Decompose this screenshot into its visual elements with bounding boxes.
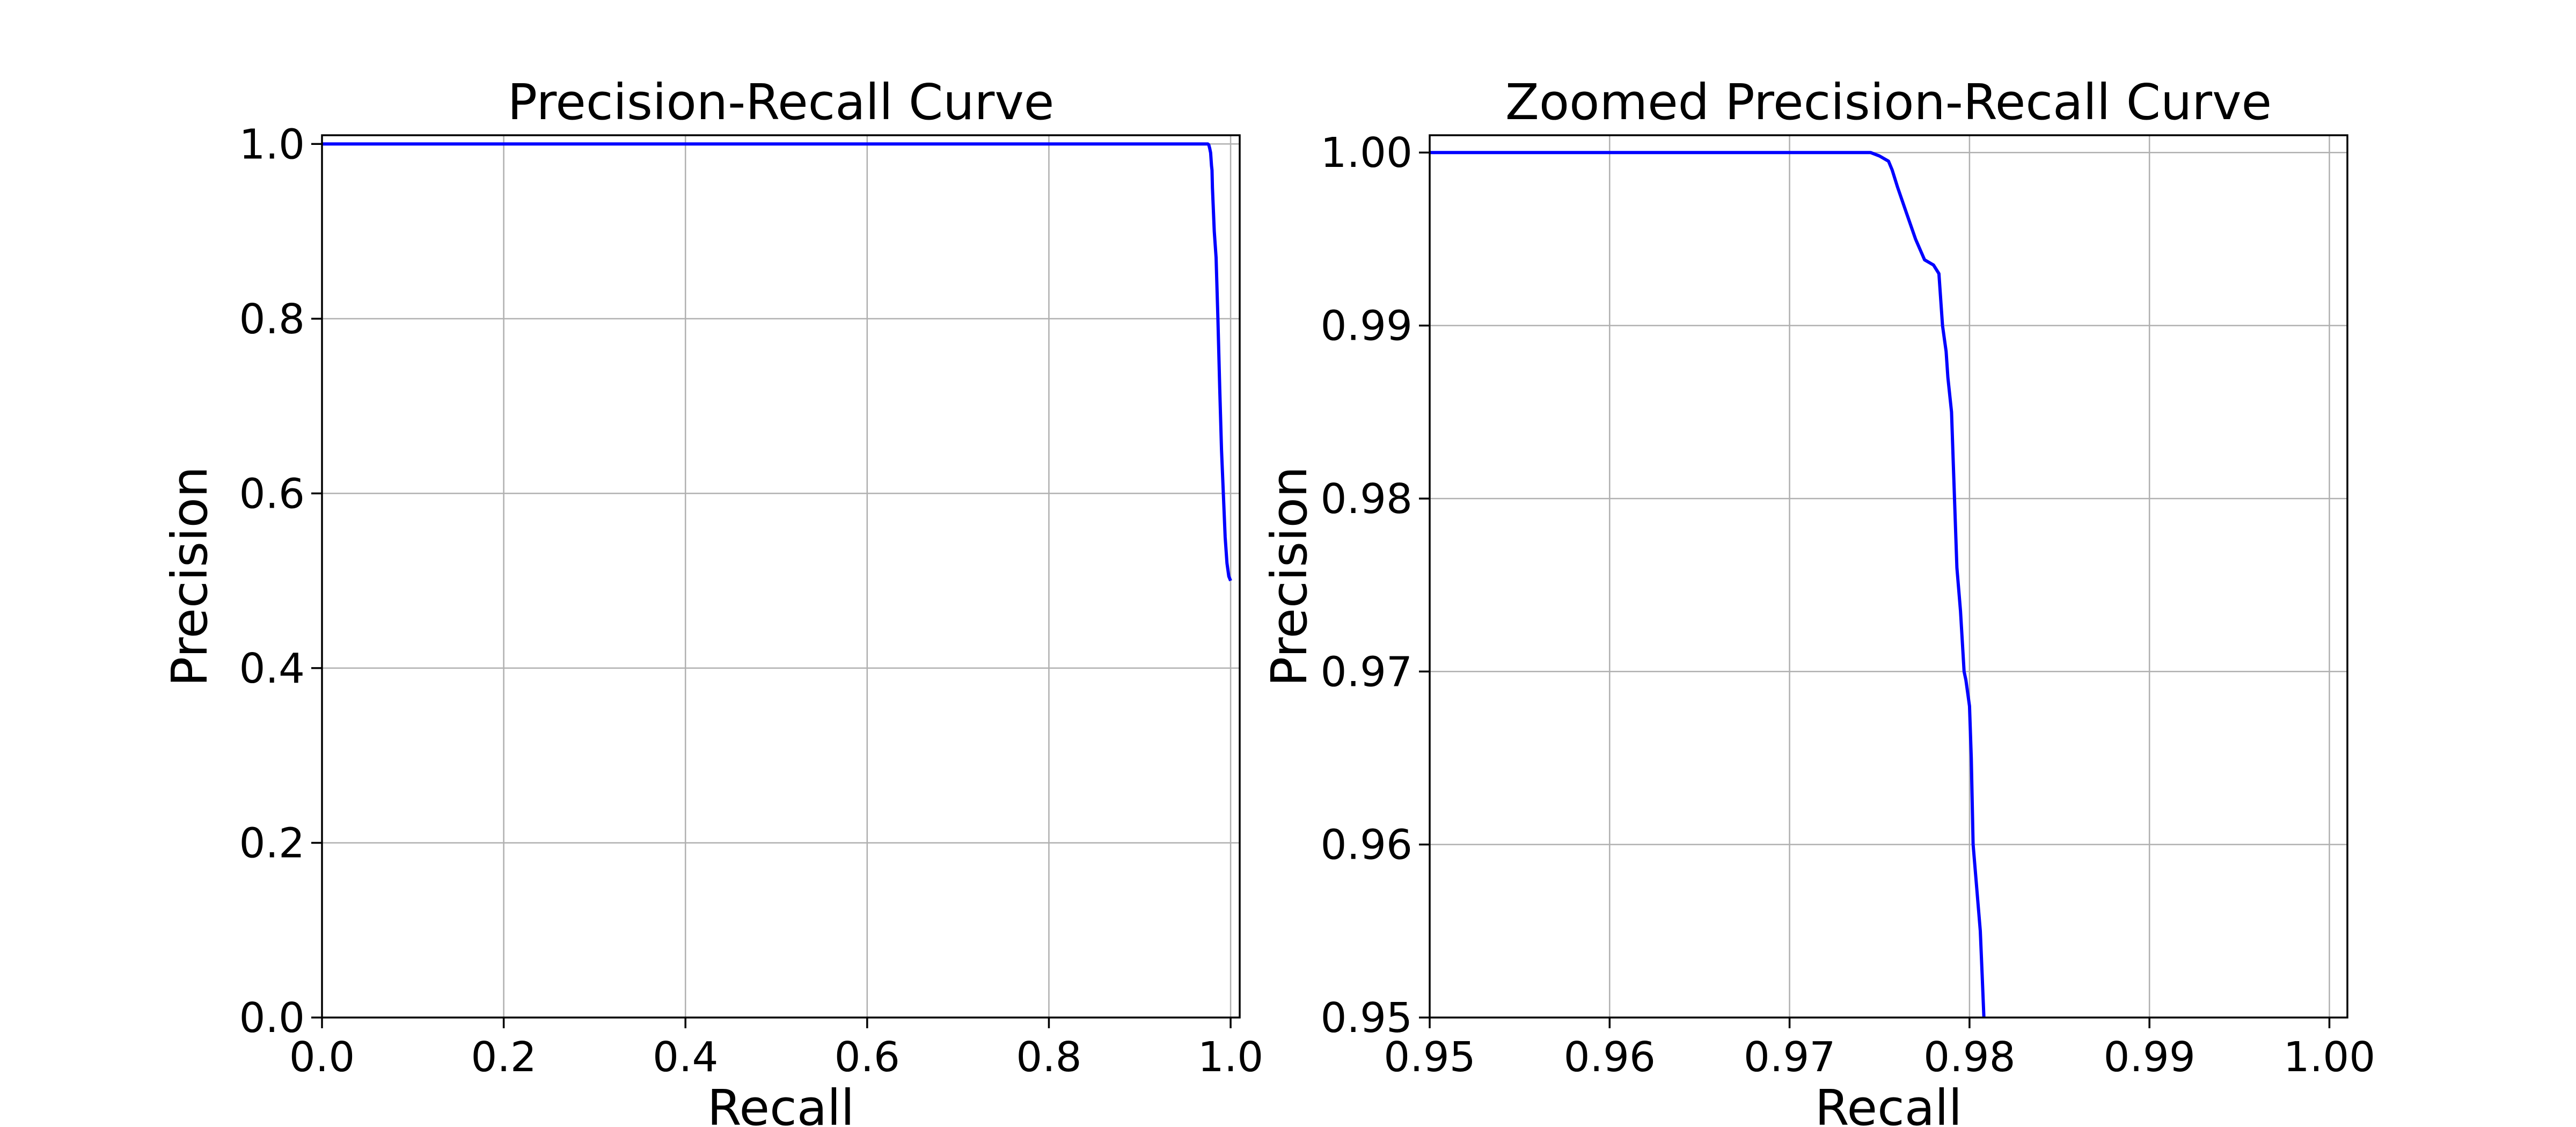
axes-frame — [1429, 134, 2348, 1019]
y-tick-label: 0.95 — [1321, 994, 1413, 1042]
x-tick-label: 1.0 — [1198, 1034, 1263, 1081]
y-tick-label: 0.96 — [1321, 822, 1413, 869]
x-tick-label: 0.95 — [1384, 1034, 1475, 1081]
chart-panel-left: 0.0 0.2 0.4 0.6 0.8 1.0 0.0 0.2 0.4 0.6 0.8 1.0 Prec… — [161, 74, 1263, 1127]
y-tick-label: 0.99 — [1321, 303, 1413, 350]
x-tick-label: 0.8 — [1016, 1034, 1081, 1081]
y-axis-label: Precision — [161, 466, 218, 687]
y-tick-label: 0.2 — [239, 819, 305, 867]
y-tick-label: 0.8 — [239, 296, 305, 343]
series-line — [322, 142, 1232, 582]
x-tick-label: 1.00 — [2284, 1034, 2375, 1081]
x-tick-label: 0.4 — [653, 1034, 718, 1081]
x-tick-label: 0.98 — [1923, 1034, 2015, 1081]
x-tick-label: 0.0 — [289, 1034, 355, 1081]
y-tick-label: 1.0 — [239, 121, 305, 169]
x-tick-label: 0.6 — [835, 1034, 900, 1081]
y-tick-label: 0.98 — [1321, 475, 1413, 523]
x-axis-label: Recall — [1815, 1079, 1962, 1127]
chart-title: Precision-Recall Curve — [508, 74, 1055, 131]
x-tick-label: 0.2 — [471, 1034, 536, 1081]
x-tick-label: 0.99 — [2103, 1034, 2195, 1081]
x-tick-label: 0.96 — [1564, 1034, 1656, 1081]
y-tick-label: 0.4 — [239, 645, 305, 693]
series-line — [1430, 151, 1986, 1018]
y-tick-label: 0.0 — [239, 994, 305, 1042]
y-tick-label: 0.6 — [239, 470, 305, 518]
y-tick-label: 0.97 — [1321, 648, 1413, 696]
axes-frame — [321, 134, 1241, 1019]
x-tick-label: 0.97 — [1744, 1034, 1835, 1081]
y-tick-label: 1.00 — [1321, 129, 1413, 177]
chart-panel-right: 0.95 0.96 0.97 0.98 0.99 1.00 0.95 0.96 0.97 0.98… — [1261, 74, 2375, 1127]
x-axis-label: Recall — [707, 1079, 854, 1127]
y-axis-label: Precision — [1261, 466, 1318, 687]
chart-title: Zoomed Precision-Recall Curve — [1505, 74, 2272, 131]
